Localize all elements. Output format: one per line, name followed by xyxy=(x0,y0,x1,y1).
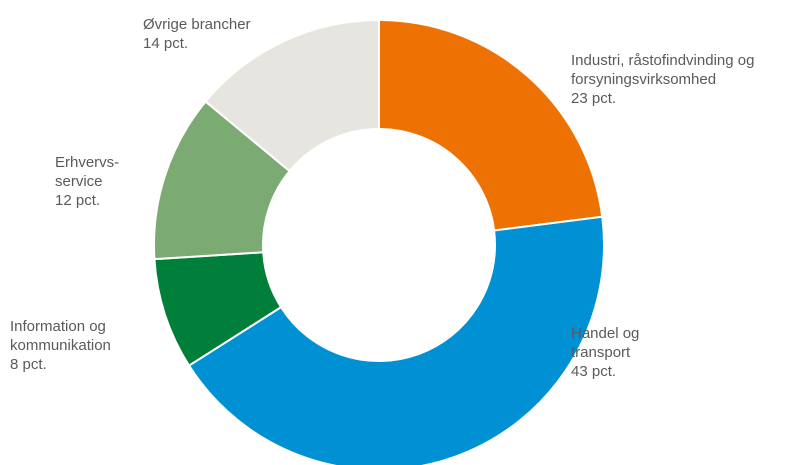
slice-label-line: transport xyxy=(571,344,631,361)
slice-handel xyxy=(187,215,605,465)
slice-label-line: kommunikation xyxy=(10,337,111,354)
slice-label-line: 43 pct. xyxy=(571,363,616,380)
slice-label-line: 12 pct. xyxy=(55,192,100,209)
slice-label-line: Handel og xyxy=(571,325,639,342)
slice-label-line: 8 pct. xyxy=(10,356,47,373)
slice-label-industri: Industri, råstofindvinding og forsyningsv… xyxy=(571,52,754,107)
labels-group: Industri, råstofindvinding og forsyningsv… xyxy=(10,16,754,380)
slice-label-line: Øvrige brancher xyxy=(143,16,251,33)
slice-label-line: 14 pct. xyxy=(143,35,188,52)
slice-oevrige xyxy=(204,18,380,173)
slice-label-handel: Handel og transport 43 pct. xyxy=(571,325,639,380)
slice-label-oevrige: Øvrige brancher 14 pct. xyxy=(143,16,251,52)
slice-industri xyxy=(378,18,604,232)
slice-label-line: Information og xyxy=(10,318,106,335)
slice-label-erhvervsservice: Erhvervs-service 12 pct. xyxy=(55,154,119,209)
slice-label-line: Industri, råstofindvinding og xyxy=(571,52,754,69)
slice-label-information: Information og kommunikation 8 pct. xyxy=(10,318,111,373)
slice-label-line: Erhvervs- xyxy=(55,154,119,171)
slice-label-line: forsyningsvirksomhed xyxy=(571,71,716,88)
slices-group xyxy=(153,18,605,465)
slice-label-line: service xyxy=(55,173,103,190)
slice-label-line: 23 pct. xyxy=(571,90,616,107)
